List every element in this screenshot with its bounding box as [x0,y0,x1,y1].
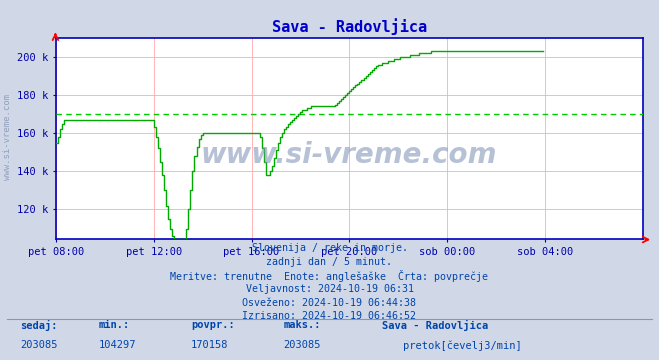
Text: Veljavnost: 2024-10-19 06:31: Veljavnost: 2024-10-19 06:31 [246,284,413,294]
Text: 203085: 203085 [283,340,321,350]
Text: www.si-vreme.com: www.si-vreme.com [3,94,13,180]
Text: Meritve: trenutne  Enote: anglešaške  Črta: povprečje: Meritve: trenutne Enote: anglešaške Črta… [171,270,488,282]
Title: Sava - Radovljica: Sava - Radovljica [272,18,427,35]
Text: Sava - Radovljica: Sava - Radovljica [382,320,488,332]
Text: zadnji dan / 5 minut.: zadnji dan / 5 minut. [266,257,393,267]
Text: Osveženo: 2024-10-19 06:44:38: Osveženo: 2024-10-19 06:44:38 [243,298,416,308]
Text: 170158: 170158 [191,340,229,350]
Text: 104297: 104297 [99,340,136,350]
Text: min.:: min.: [99,320,130,330]
Text: povpr.:: povpr.: [191,320,235,330]
Text: Slovenija / reke in morje.: Slovenija / reke in morje. [252,243,407,253]
Text: sedaj:: sedaj: [20,320,57,332]
Text: 203085: 203085 [20,340,57,350]
Text: www.si-vreme.com: www.si-vreme.com [201,141,498,169]
Text: maks.:: maks.: [283,320,321,330]
Text: pretok[čevelj3/min]: pretok[čevelj3/min] [403,340,522,351]
Text: Izrisano: 2024-10-19 06:46:52: Izrisano: 2024-10-19 06:46:52 [243,311,416,321]
